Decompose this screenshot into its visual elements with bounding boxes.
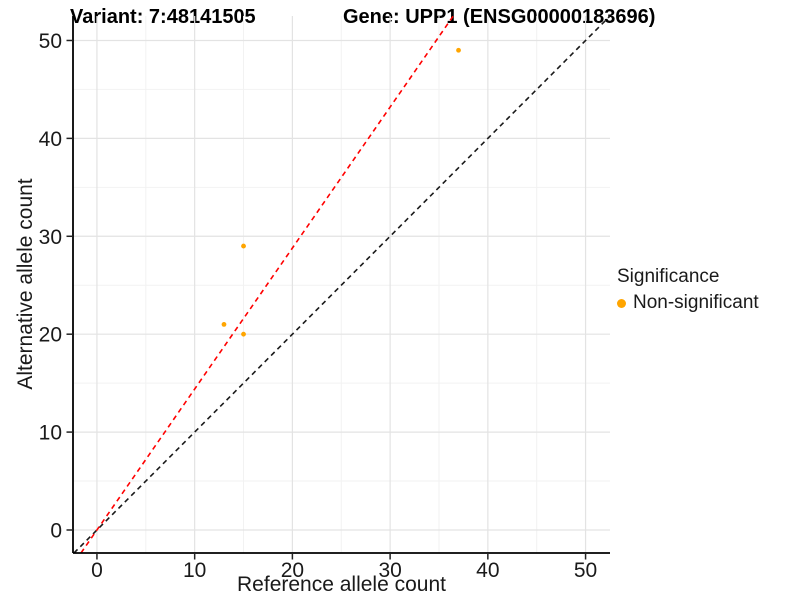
legend-title: Significance (617, 266, 720, 287)
y-axis-title: Alternative allele count (14, 178, 37, 390)
x-axis-title: Reference allele count (237, 573, 446, 596)
y-tick-label-10: 10 (39, 422, 62, 445)
y-tick-label-50: 50 (39, 30, 62, 53)
data-point-15-29 (241, 243, 246, 249)
y-tick-label-30: 30 (39, 226, 62, 249)
variant-title: Variant: 7:48141505 (70, 6, 256, 28)
x-tick-label-30: 30 (378, 559, 401, 582)
y-tick-label-20: 20 (39, 324, 62, 347)
data-point-13-21 (221, 321, 227, 327)
gene-title: Gene: UPP1 (ENSG00000183696) (343, 6, 656, 28)
legend-point-icon (617, 298, 626, 308)
x-tick-label-40: 40 (476, 559, 499, 582)
legend: Significance Non-significant (617, 266, 759, 314)
data-point-37-49 (456, 47, 461, 53)
y-tick-label-40: 40 (39, 128, 62, 151)
x-tick-label-10: 10 (183, 559, 206, 582)
fitted-ratio-line (80, 15, 454, 554)
x-tick-label-50: 50 (574, 559, 597, 582)
data-point-15-20 (241, 331, 246, 337)
legend-item-non-significant: Non-significant (617, 292, 759, 314)
identity-line (73, 15, 611, 554)
y-tick-label-0: 0 (50, 519, 62, 542)
x-tick-label-0: 0 (91, 559, 103, 582)
legend-item-label: Non-significant (633, 292, 759, 313)
x-tick-label-20: 20 (281, 559, 304, 582)
